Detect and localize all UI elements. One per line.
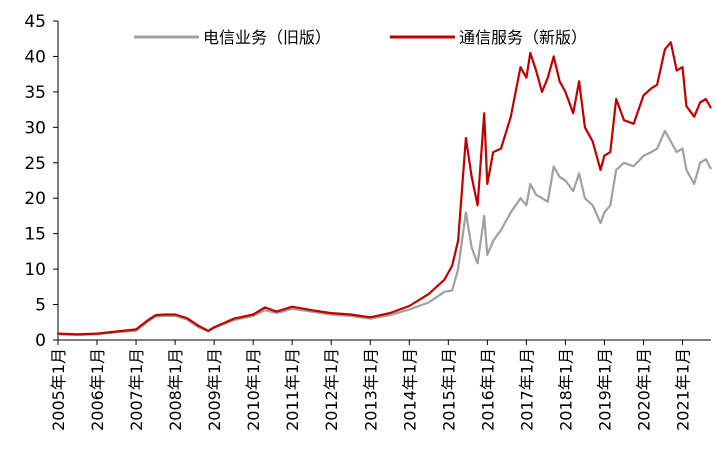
y-tick-label: 10 <box>24 260 46 280</box>
x-tick-label: 2016年1月 <box>478 348 497 431</box>
x-tick-label: 2012年1月 <box>322 348 341 431</box>
x-tick-label: 2006年1月 <box>88 348 107 431</box>
x-tick-label: 2017年1月 <box>517 348 536 431</box>
series-line-0 <box>56 129 712 337</box>
x-tick-label: 2020年1月 <box>634 348 653 431</box>
y-tick-label: 15 <box>24 225 46 245</box>
x-tick-label: 2019年1月 <box>595 348 614 431</box>
legend-label-1: 通信服务（新版） <box>459 28 587 47</box>
x-tick-label: 2009年1月 <box>205 348 224 431</box>
x-tick-label: 2010年1月 <box>244 348 263 431</box>
y-tick-label: 25 <box>24 154 46 174</box>
y-tick-label: 30 <box>24 118 46 138</box>
legend-label-0: 电信业务（旧版） <box>203 28 331 47</box>
x-tick-label: 2005年1月 <box>49 348 68 431</box>
y-tick-label: 45 <box>24 12 46 32</box>
y-tick-label: 20 <box>24 189 46 209</box>
x-tick-label: 2007年1月 <box>127 348 146 431</box>
x-tick-label: 2015年1月 <box>439 348 458 431</box>
x-tick-label: 2021年1月 <box>674 348 693 431</box>
x-axis: 2005年1月 2006年1月 2007年1月 2008年1月 2009年1月 2010年… <box>49 339 711 431</box>
x-tick-label: 2011年1月 <box>283 348 302 431</box>
y-axis: 0 5 10 15 20 25 30 35 40 45 <box>24 12 59 351</box>
series-layer <box>56 41 712 337</box>
x-tick-label: 2008年1月 <box>166 348 185 431</box>
y-tick-label: 5 <box>35 296 46 316</box>
x-tick-label: 2013年1月 <box>361 348 380 431</box>
y-tick-label: 35 <box>24 83 46 103</box>
x-tick-label: 2014年1月 <box>400 348 419 431</box>
y-tick-label: 0 <box>35 331 46 351</box>
x-tick-label: 2018年1月 <box>556 348 575 431</box>
legend: 电信业务（旧版） 通信服务（新版） <box>134 28 587 47</box>
y-tick-label: 40 <box>24 47 46 67</box>
series-line-1 <box>56 41 712 336</box>
